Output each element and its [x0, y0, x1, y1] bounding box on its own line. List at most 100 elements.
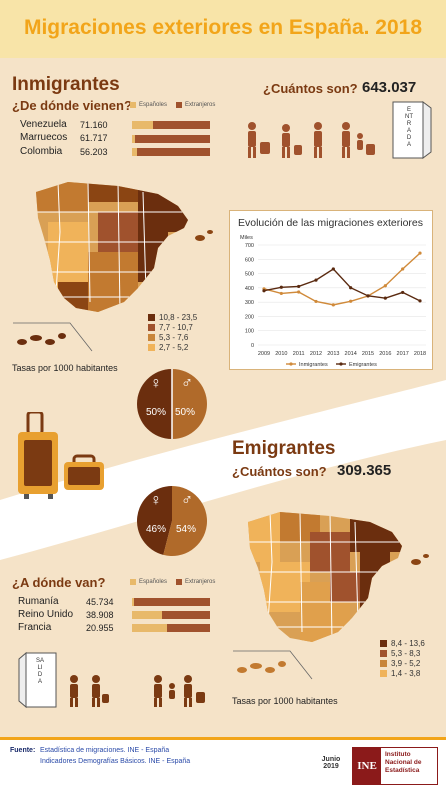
legend-swatch-1: [148, 313, 155, 321]
chart-plot-area: Miles 0 100 200 300 400 500 600 700 2009 2010 2011 2…: [240, 235, 426, 368]
male-slice: [172, 369, 207, 439]
exit-door: SALIDA: [18, 651, 58, 709]
female-icon: ♀: [150, 492, 162, 509]
origin-country-1: Venezuela: [20, 119, 67, 130]
y-tick-label: 300: [245, 300, 254, 306]
map-legend-range-4: 1,4 - 3,8: [391, 668, 421, 678]
origin-legend: Españoles Extranjeros: [130, 102, 215, 108]
immigrants-male-pct: 50%: [175, 407, 196, 418]
data-point-emigrantes: [262, 289, 266, 293]
male-slice: [163, 486, 207, 556]
ine-logo-text: Instituto Nacional de Estadística: [381, 748, 425, 784]
footer-source-label: Fuente:: [10, 747, 36, 754]
door-icon: [392, 101, 432, 159]
legend-spanish-label: Españoles: [139, 579, 168, 585]
data-point-emigrantes: [279, 285, 283, 289]
destination-question: ¿A dónde van?: [12, 575, 106, 590]
emigrants-count-question: ¿Cuántos son?: [232, 464, 327, 479]
y-tick-label: 700: [245, 243, 254, 249]
chart-title: Evolución de las migraciones exteriores: [238, 217, 424, 229]
map-legend-range-2: 7,7 - 10,7: [159, 322, 193, 332]
legend-marker-emigrantes: [339, 362, 343, 366]
data-point-emigrantes: [383, 296, 387, 300]
legend-swatch-1: [380, 639, 387, 647]
male-icon: ♂: [181, 492, 193, 509]
map-legend-range-1: 8,4 - 13,6: [391, 638, 425, 648]
origin-bar-spanish-2: [132, 134, 135, 143]
data-point-emigrantes: [366, 294, 370, 298]
data-point-inmigrantes: [349, 299, 353, 303]
origin-bar-spanish-1: [132, 121, 153, 129]
legend-label-inmigrantes: Inmigrantes: [299, 362, 328, 368]
origin-value-3: 56.203: [80, 147, 108, 157]
migration-line-chart: Evolución de las migraciones exteriores …: [229, 210, 433, 370]
y-tick-label: 0: [251, 343, 254, 349]
immigrants-heading: Inmigrantes: [12, 74, 120, 95]
ine-logo: INE Instituto Nacional de Estadística: [352, 747, 438, 785]
ine-line-2: Nacional de: [385, 759, 422, 766]
series-line-emigrantes: [263, 268, 421, 302]
footer-month: Junio: [321, 756, 341, 763]
map-legend-range-3: 5,3 - 7,6: [159, 332, 189, 342]
y-tick-label: 100: [245, 329, 254, 335]
x-tick-label: 2014: [345, 351, 357, 357]
emigrants-canary-islands: [233, 650, 313, 680]
ine-line-3: Estadística: [385, 767, 420, 774]
x-tick-label: 2012: [310, 351, 322, 357]
emigrants-heading: Emigrantes: [232, 438, 336, 459]
page-title: Migraciones exteriores en España. 2018: [23, 16, 423, 39]
legend-swatch-spanish: [130, 102, 136, 108]
exit-door-label: SALIDA: [36, 658, 45, 685]
footer-source-1: Estadística de migraciones. INE - España: [40, 747, 170, 754]
legend-label-emigrantes: Emigrantes: [349, 362, 377, 368]
origin-bar-foreign-1: [132, 121, 210, 129]
legend-swatch-2: [380, 649, 387, 657]
emigrant-figures-illustration: [70, 675, 205, 707]
data-point-inmigrantes: [383, 284, 387, 288]
series-line-inmigrantes: [263, 252, 421, 306]
emigrants-count: 309.365: [337, 462, 392, 479]
emigrants-map-caption: Tasas por 1000 habitantes: [232, 696, 338, 706]
x-tick-label: 2016: [379, 351, 391, 357]
legend-swatch-2: [148, 323, 155, 331]
y-tick-label: 200: [245, 314, 254, 320]
immigrants-count: 643.037: [362, 79, 417, 96]
suitcase-illustration: [18, 412, 104, 499]
legend-foreign-label: Extranjeros: [185, 579, 216, 585]
emigrants-gender-pie: [137, 486, 207, 556]
destination-country-1: Rumanía: [18, 596, 59, 607]
immigrants-map-caption: Tasas por 1000 habitantes: [12, 363, 118, 373]
origin-value-2: 61.717: [80, 133, 108, 143]
destination-legend: Españoles Extranjeros: [130, 579, 215, 585]
data-point-inmigrantes: [418, 251, 422, 255]
map-legend-range-4: 2,7 - 5,2: [159, 342, 189, 352]
emigrants-female-pct: 46%: [146, 524, 167, 535]
destination-bar-spanish-3: [132, 624, 167, 632]
emigrants-map: [248, 512, 429, 642]
x-tick-label: 2018: [414, 351, 426, 357]
immigrants-canary-islands: [13, 322, 93, 352]
y-tick-label: 500: [245, 272, 254, 278]
legend-swatch-4: [148, 343, 155, 351]
destination-bar-foreign-2: [132, 611, 210, 619]
legend-spanish-label: Españoles: [139, 102, 168, 108]
legend-swatch-foreign: [176, 579, 183, 585]
y-tick-label: 400: [245, 286, 254, 292]
x-tick-label: 2017: [397, 351, 409, 357]
ine-logo-mark: INE: [353, 748, 381, 784]
immigrants-gender-pie: [137, 369, 207, 439]
ine-line-1: Instituto: [385, 751, 411, 758]
destination-bar-spanish-1: [132, 598, 134, 606]
destination-bar-spanish-2: [132, 611, 162, 619]
map-legend-range-3: 3,9 - 5,2: [391, 658, 421, 668]
footer-date: Junio 2019: [318, 756, 344, 770]
emigrants-map-legend: 8,4 - 13,6 5,3 - 8,3 3,9 - 5,2 1,4 - 3,8: [380, 638, 425, 678]
destination-value-3: 20.955: [86, 623, 114, 633]
title-bar: [0, 0, 446, 58]
data-point-inmigrantes: [331, 303, 335, 307]
map-legend-range-2: 5,3 - 8,3: [391, 648, 421, 658]
data-point-inmigrantes: [279, 291, 283, 296]
x-tick-label: 2015: [362, 351, 374, 357]
data-point-inmigrantes: [314, 299, 318, 304]
